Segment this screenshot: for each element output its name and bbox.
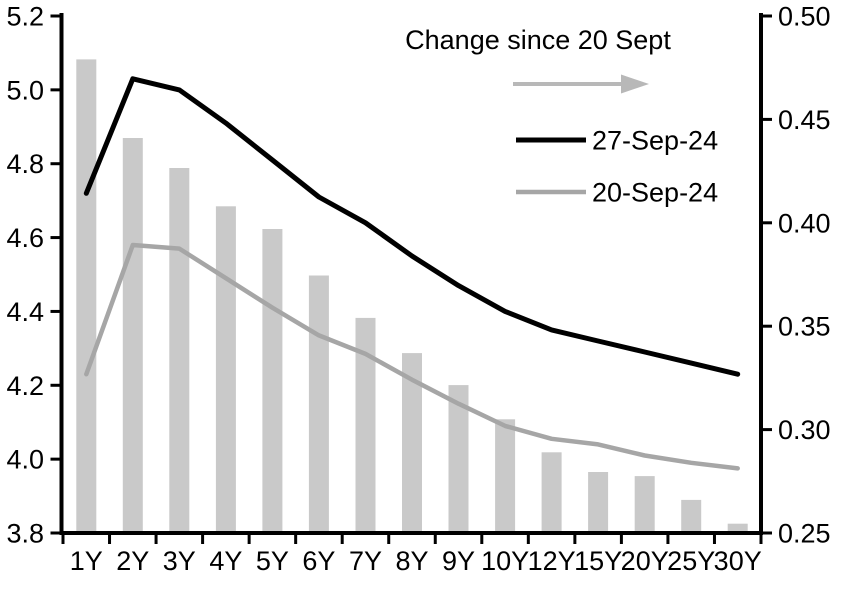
left-axis-tick-label: 4.2 — [6, 371, 44, 401]
right-axis-tick-label: 0.50 — [778, 2, 831, 32]
x-axis-category-label: 2Y — [116, 546, 149, 576]
bar-2Y — [122, 138, 143, 533]
bar-7Y — [355, 317, 376, 533]
legend-item-27-sep-24: 27-Sep-24 — [516, 126, 718, 156]
x-axis-category-label: 30Y — [714, 546, 762, 576]
legend: Change since 20 Sept — [405, 25, 671, 55]
legend-item-20-sep-24: 20-Sep-24 — [516, 178, 718, 208]
x-axis-category-label: 12Y — [528, 546, 576, 576]
bar-4Y — [215, 206, 236, 534]
x-axis-category-label: 7Y — [349, 546, 382, 576]
legend-title: Change since 20 Sept — [405, 25, 671, 55]
bar-6Y — [308, 275, 329, 533]
bar-series-change-since-20-sept — [76, 59, 748, 534]
right-axis-tick-label: 0.40 — [778, 208, 831, 238]
legend-item-20-sep-24-label: 20-Sep-24 — [592, 178, 718, 208]
bar-5Y — [262, 229, 283, 533]
bar-10Y — [495, 419, 516, 533]
x-axis-category-label: 25Y — [667, 546, 715, 576]
arrow-head — [621, 74, 649, 94]
left-axis-tick-label: 5.0 — [6, 75, 44, 105]
left-axis: 5.2 5.0 4.8 4.6 4.4 4.2 4.0 3.8 — [6, 2, 62, 549]
bar-15Y — [588, 472, 609, 533]
x-axis-category-label: 10Y — [481, 546, 529, 576]
x-axis-category-label: 3Y — [163, 546, 196, 576]
left-axis-tick-label: 4.4 — [6, 297, 44, 327]
left-axis-tick-label: 4.6 — [6, 223, 44, 253]
x-axis-category-label: 9Y — [442, 546, 475, 576]
left-axis-tick-label: 4.8 — [6, 149, 44, 179]
right-axis: 0.50 0.45 0.40 0.35 0.30 0.25 — [761, 2, 831, 549]
line-20-sep-24-path — [84, 242, 740, 471]
bar-30Y — [727, 523, 748, 533]
right-axis-tick-label: 0.45 — [778, 105, 831, 135]
line-20-sep-24 — [84, 242, 740, 471]
bar-20Y — [634, 476, 655, 533]
right-axis-tick-label: 0.25 — [778, 519, 831, 549]
bar-9Y — [448, 385, 469, 533]
x-axis-category-label: 6Y — [302, 546, 335, 576]
bar-8Y — [402, 353, 422, 533]
x-axis-category-label: 20Y — [621, 546, 669, 576]
bar-25Y — [681, 499, 702, 533]
axes — [59, 13, 763, 535]
legend-right-arrow-icon — [513, 74, 649, 94]
x-axis-category-label: 15Y — [574, 546, 622, 576]
line-27-sep-24 — [83, 76, 741, 377]
x-axis-category-label: 4Y — [209, 546, 242, 576]
bar-1Y — [76, 59, 97, 534]
bar-3Y — [169, 168, 190, 533]
x-axis-category-label: 8Y — [395, 546, 428, 576]
legend-item-27-sep-24-label: 27-Sep-24 — [592, 126, 718, 156]
x-axis-category-label: 1Y — [70, 546, 103, 576]
bar-12Y — [541, 452, 562, 533]
left-axis-tick-label: 3.8 — [6, 519, 44, 549]
x-axis-category-label: 5Y — [256, 546, 289, 576]
right-axis-tick-label: 0.30 — [778, 415, 831, 445]
line-27-sep-24-path — [83, 76, 741, 377]
right-axis-tick-label: 0.35 — [778, 312, 831, 342]
left-axis-tick-label: 4.0 — [6, 445, 44, 475]
left-axis-tick-label: 5.2 — [6, 2, 44, 32]
